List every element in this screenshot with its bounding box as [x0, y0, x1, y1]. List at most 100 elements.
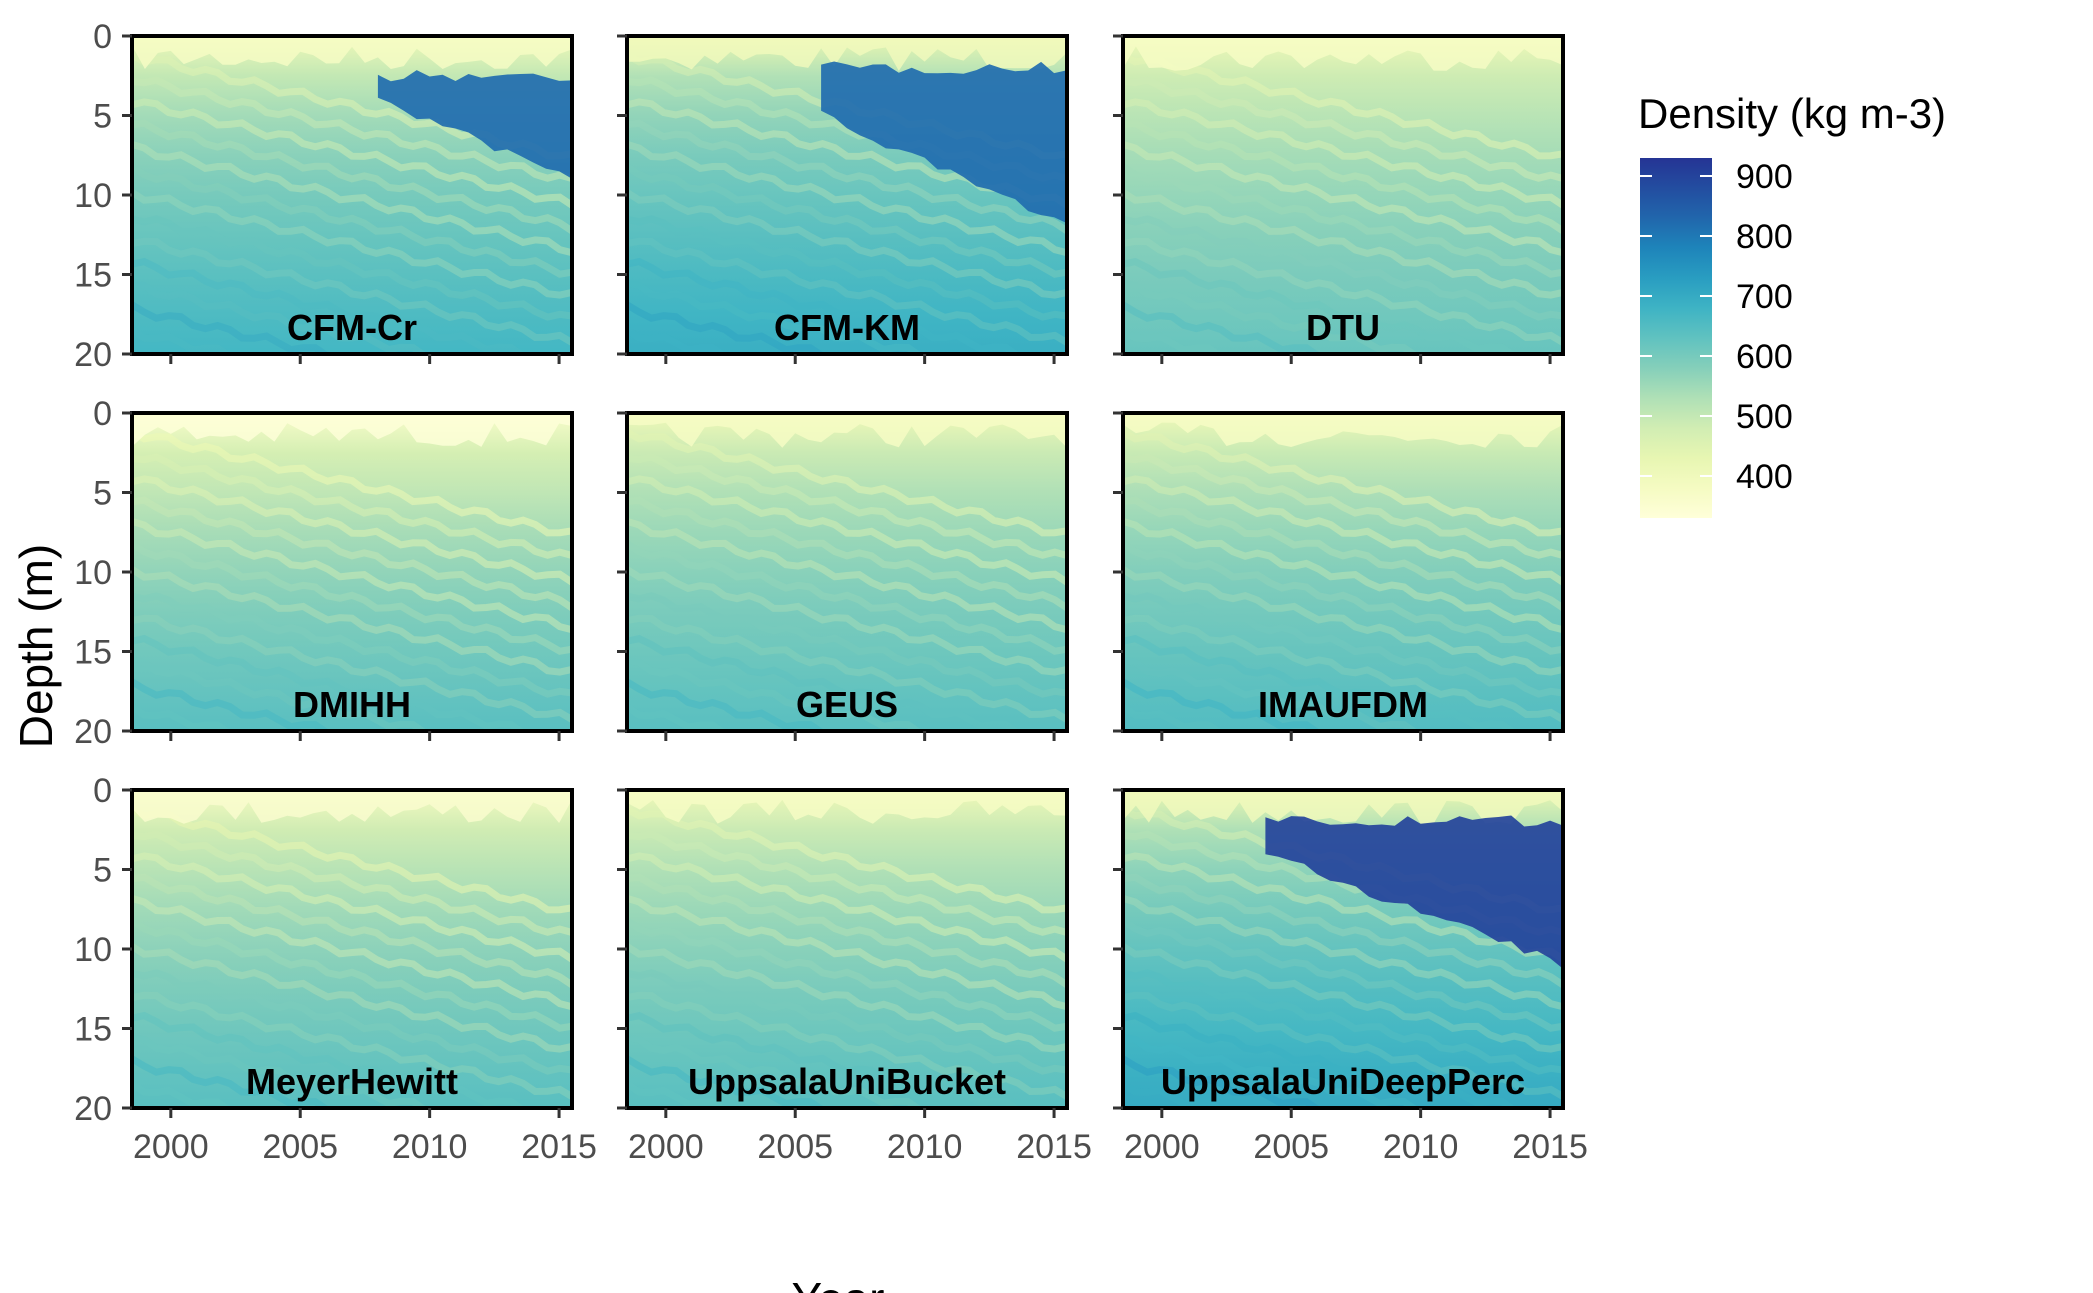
surface-snow [132, 790, 572, 824]
density-layers [1123, 36, 1563, 354]
layer-line [1123, 1034, 1444, 1108]
layer-line [627, 119, 1067, 234]
surface-snow [627, 36, 1067, 71]
density-layers [627, 413, 1067, 731]
panel-label: CFM-Cr [287, 307, 417, 348]
y-tick-label: 20 [74, 336, 112, 374]
layer-line [1123, 1055, 1345, 1108]
layer-line [1123, 1080, 1246, 1108]
dense-layer [1265, 815, 1563, 969]
layer-line [1123, 119, 1563, 234]
surface-snow [1123, 36, 1563, 71]
layer-line [627, 806, 1067, 914]
x-tick-label: 2015 [1512, 1128, 1588, 1166]
density-layers [132, 413, 572, 731]
layer-line [132, 280, 453, 354]
legend-tick-label: 900 [1736, 158, 1793, 196]
y-tick-label: 20 [74, 1090, 112, 1128]
layer-line [132, 119, 572, 234]
dense-layer [821, 61, 1067, 224]
panel-label: UppsalaUniBucket [688, 1061, 1006, 1102]
layer-line [132, 496, 572, 611]
layer-line [627, 140, 1067, 257]
layer-line [627, 453, 1067, 559]
layer-line [1123, 98, 1563, 209]
layer-line [627, 540, 1067, 655]
x-tick-label: 2000 [628, 1128, 704, 1166]
y-tick-label: 0 [93, 395, 112, 433]
layer-line [132, 301, 354, 354]
legend: Density (kg m-3) 900 800 700 600 500 400 [1638, 90, 1946, 518]
y-tick-label: 0 [93, 772, 112, 810]
layer-line [132, 969, 572, 1075]
layer-line [1123, 657, 1444, 731]
layer-line [1123, 703, 1246, 731]
y-tick-label: 15 [74, 257, 112, 295]
layer-line [1123, 475, 1563, 586]
layer-line [132, 657, 453, 731]
layer-line [627, 163, 1067, 278]
layer-line [1123, 566, 1563, 676]
layer-line [1123, 429, 1563, 537]
density-layers [132, 36, 572, 354]
layer-line [132, 1055, 354, 1108]
layer-line [1123, 52, 1563, 160]
layer-line [1123, 634, 1542, 731]
layer-line [132, 1034, 453, 1108]
layer-line [132, 163, 572, 278]
x-tick-label: 2005 [757, 1128, 833, 1166]
layer-line [1123, 215, 1563, 321]
y-axis-title: Depth (m) [10, 544, 62, 748]
layer-line [132, 614, 572, 723]
panel-label: IMAUFDM [1258, 684, 1428, 725]
x-tick-label: 2015 [1016, 1128, 1092, 1166]
layer-line [627, 215, 1067, 321]
density-layers [627, 36, 1067, 354]
layer-line [132, 540, 572, 655]
panel-cfm-cr: CFM-Cr 0 5 10 15 20 [74, 18, 574, 374]
layer-line [627, 894, 1067, 1011]
layer-line [627, 657, 948, 731]
layer-line [1123, 301, 1345, 354]
layer-line [1123, 163, 1563, 278]
x-tick-label: 2005 [1253, 1128, 1329, 1166]
y-tick-label: 20 [74, 713, 112, 751]
legend-tick-label: 400 [1736, 458, 1793, 496]
x-tick-label: 2000 [1124, 1128, 1200, 1166]
layer-line [1123, 873, 1563, 988]
layer-line [1123, 280, 1444, 354]
panel-meyerhewitt: MeyerHewitt 0 5 10 15 20 2000 2005 2010 2015 [74, 772, 597, 1166]
x-tick-label: 2010 [1383, 1128, 1459, 1166]
layer-line [132, 453, 572, 559]
layer-line [627, 614, 1067, 723]
layer-line [132, 189, 572, 299]
layer-line [1123, 678, 1345, 731]
panel-grid: CFM-Cr 0 5 10 15 20 CFM-KM DTU DMIHH 0 5 10 15 20 GEUS… [74, 18, 1588, 1166]
panel-label: MeyerHewitt [246, 1061, 458, 1102]
legend-tick-label: 800 [1736, 218, 1793, 256]
layer-line [627, 969, 1067, 1075]
layer-line [627, 634, 1046, 731]
layer-line [132, 873, 572, 988]
layer-line [132, 429, 572, 537]
layer-line [627, 873, 1067, 988]
layer-line [1123, 540, 1563, 655]
layer-line [627, 566, 1067, 676]
layer-line [132, 475, 572, 586]
y-tick-label: 10 [74, 931, 112, 969]
layer-line [132, 943, 572, 1053]
panel-uppsalaunibucket: UppsalaUniBucket 2000 2005 2010 2015 [617, 788, 1092, 1166]
layer-line [1123, 991, 1563, 1100]
surface-snow [1123, 413, 1563, 448]
layer-line [1123, 894, 1563, 1011]
x-tick-label: 2005 [262, 1128, 338, 1166]
panel-dmihh: DMIHH 0 5 10 15 20 [74, 395, 574, 751]
layer-line [627, 1055, 849, 1108]
layer-line [1123, 614, 1563, 723]
layer-line [132, 634, 551, 731]
density-layers [627, 790, 1067, 1108]
layer-line [1123, 189, 1563, 299]
layer-line [627, 592, 1067, 698]
x-tick-label: 2010 [887, 1128, 963, 1166]
layer-line [132, 98, 572, 209]
